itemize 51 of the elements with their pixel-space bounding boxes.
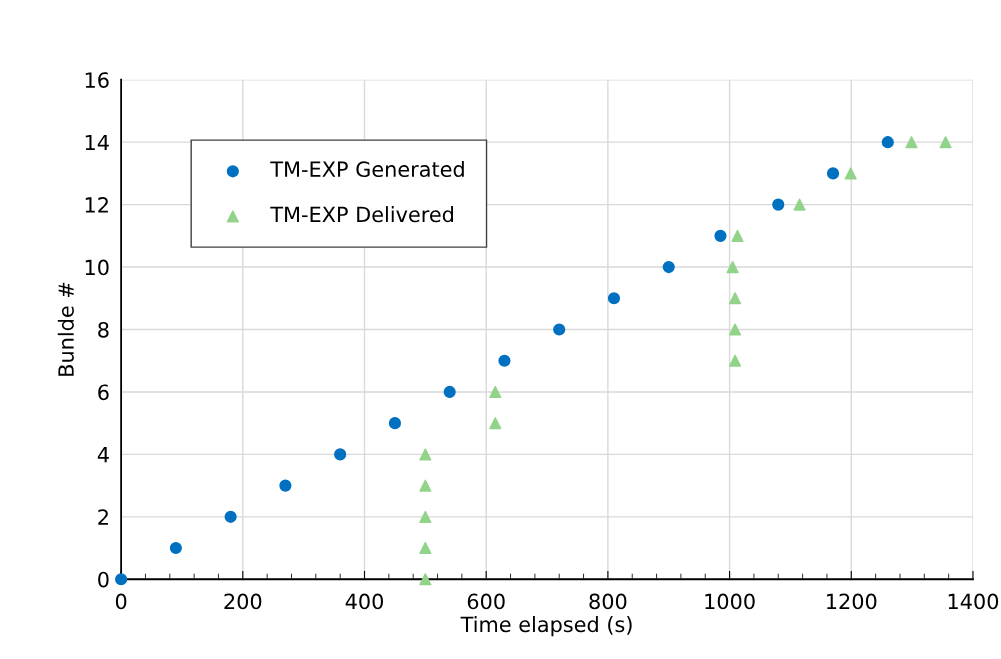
point: [772, 198, 785, 211]
point: [731, 229, 744, 242]
point: [224, 510, 237, 523]
point: [662, 260, 675, 274]
point: [419, 479, 432, 492]
x-tick-label: 800: [589, 593, 627, 610]
point: [714, 229, 727, 242]
point: [419, 448, 432, 461]
point: [443, 385, 456, 399]
point: [279, 479, 292, 492]
y-axis-title: Bunlde #: [57, 282, 74, 376]
point: [489, 385, 502, 399]
point: [334, 448, 347, 461]
x-axis-title: Time elapsed (s): [460, 616, 632, 637]
x-tick-label: 0: [115, 593, 127, 610]
legend-label: TM-EXP Generated: [270, 160, 464, 178]
x-tick-label: 1000: [705, 593, 755, 610]
legend-label: TM-EXP Delivered: [270, 206, 453, 223]
y-tick-label: 14: [85, 134, 109, 151]
y-tick-label: 8: [98, 321, 109, 338]
point: [388, 417, 402, 430]
x-tick-label: 1400: [948, 593, 999, 610]
y-tick-label: 4: [97, 447, 109, 463]
point: [169, 541, 182, 555]
y-tick-label: 16: [85, 72, 109, 88]
point: [939, 136, 952, 149]
point: [826, 167, 840, 180]
point: [726, 260, 739, 274]
x-tick-label: 1200: [827, 593, 877, 610]
y-tick-label: 0: [98, 571, 109, 588]
y-tick-label: 12: [85, 197, 108, 213]
point: [881, 136, 894, 149]
y-tick-label: 6: [98, 384, 109, 401]
point: [728, 323, 742, 336]
point: [728, 354, 742, 367]
point: [419, 573, 432, 586]
point: [489, 417, 502, 430]
point: [607, 292, 621, 305]
point: [419, 510, 432, 523]
point: [498, 354, 511, 367]
x-tick-label: 200: [224, 593, 262, 610]
point: [793, 198, 806, 211]
x-tick-label: 600: [467, 593, 505, 610]
point: [728, 292, 742, 305]
x-tick-label: 400: [345, 593, 384, 610]
y-tick-label: 10: [85, 259, 109, 276]
point: [419, 541, 432, 555]
y-tick-label: 2: [98, 509, 108, 525]
point: [553, 323, 566, 336]
point: [905, 136, 918, 149]
point: [844, 167, 857, 180]
